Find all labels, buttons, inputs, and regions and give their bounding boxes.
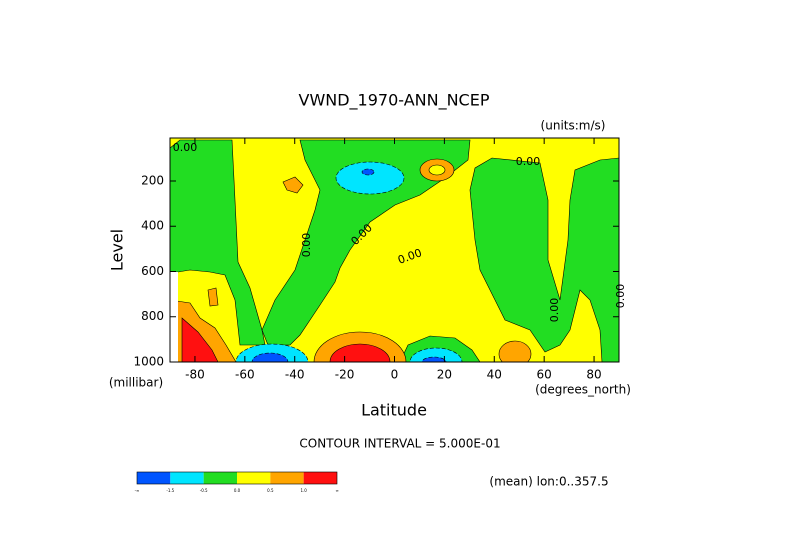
contour-region <box>409 347 463 362</box>
contour-region <box>469 157 619 362</box>
colorbar-label: 1.0 <box>300 488 307 493</box>
contour-label: 0.00 <box>614 284 627 309</box>
x-unit: (degrees_north) <box>535 383 631 397</box>
x-tick-label: 80 <box>586 368 601 382</box>
contour-field <box>170 138 619 362</box>
y-axis-label: Level <box>108 229 127 271</box>
y-tick-label: 200 <box>141 173 164 187</box>
contour-region <box>170 139 266 346</box>
x-tick-label: 40 <box>487 368 502 382</box>
contour-label: 0.00 <box>173 141 198 154</box>
colorbar-label: -0.5 <box>200 488 208 493</box>
colorbar-label: 0.5 <box>267 488 274 493</box>
contour-region <box>335 161 405 195</box>
contour-region <box>207 287 219 307</box>
contour-region <box>421 356 447 362</box>
colorbar-label: -1.5 <box>166 488 174 493</box>
contour-label: 0.00 <box>300 233 313 258</box>
colorbar-swatch <box>203 472 237 484</box>
footer: CONTOUR INTERVAL = 5.000E-01 <box>299 437 500 451</box>
x-tick-label: 60 <box>537 368 552 382</box>
x-tick-label: -20 <box>335 368 355 382</box>
colorbar-label: ∞ <box>335 488 338 493</box>
colorbar-frame <box>136 471 338 485</box>
contour-region <box>261 139 471 346</box>
colorbar-swatch <box>137 472 171 484</box>
x-tick-label: -80 <box>185 368 205 382</box>
note: (mean) lon:0..357.5 <box>489 475 608 489</box>
contour-region <box>181 317 219 362</box>
y-tick-label: 400 <box>141 219 164 233</box>
colorbar-swatch <box>303 472 337 484</box>
contour-region <box>428 164 446 176</box>
colorbar-label: 0.0 <box>234 488 241 493</box>
x-tick-label: -60 <box>235 368 255 382</box>
contour-label: 0.00 <box>516 155 541 168</box>
x-tick-label: -40 <box>285 368 305 382</box>
x-axis-label: Latitude <box>361 401 427 420</box>
colorbar-swatch <box>237 472 271 484</box>
units-label: (units:m/s) <box>541 119 606 133</box>
colorbar-label: -∞ <box>135 488 140 493</box>
colorbar-swatch <box>170 472 204 484</box>
x-tick-label: 0 <box>391 368 399 382</box>
contour-region <box>361 168 375 176</box>
contour-label: 0.00 <box>548 298 561 323</box>
chart-title: VWND_1970-ANN_NCEP <box>299 91 490 111</box>
contour-region <box>282 176 304 194</box>
y-tick-label: 1000 <box>133 355 164 369</box>
y-tick-label: 600 <box>141 264 164 278</box>
y-tick-label: 800 <box>141 309 164 323</box>
contour-region <box>251 352 289 362</box>
x-tick-label: 20 <box>437 368 452 382</box>
y-unit: (millibar) <box>109 376 163 390</box>
colorbar-swatch <box>270 472 304 484</box>
contour-region <box>498 340 532 362</box>
